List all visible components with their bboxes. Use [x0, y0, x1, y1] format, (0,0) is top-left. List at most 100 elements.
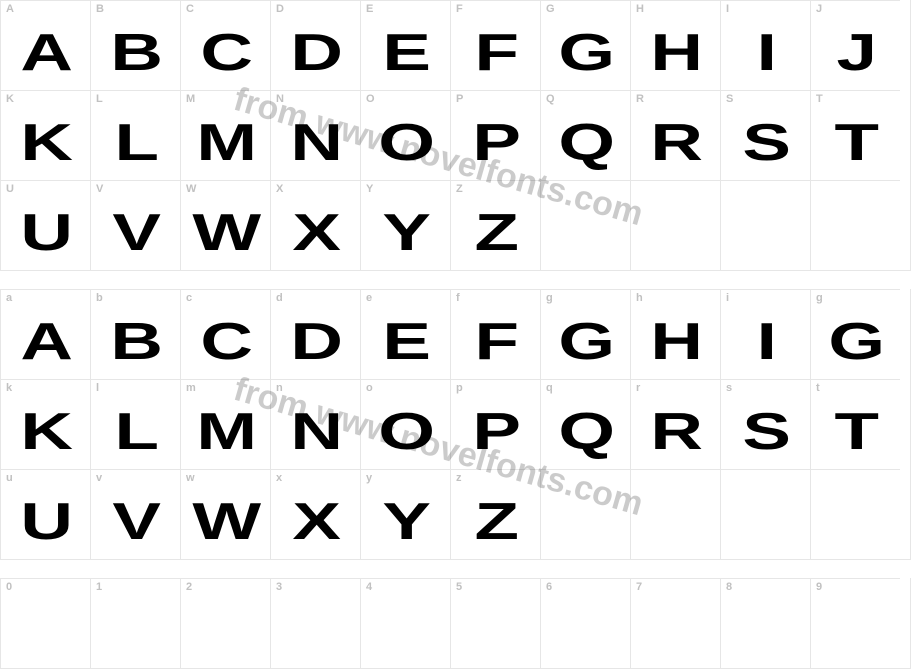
glyph-cell-label: 5 — [456, 581, 462, 593]
glyph-cell-glyph: G — [558, 27, 613, 79]
glyph-cell: MM — [180, 90, 270, 180]
glyph-cell-glyph: N — [290, 406, 341, 458]
glyph-cell: gG — [540, 289, 630, 379]
glyph-cell-label: 0 — [6, 581, 12, 593]
glyph-cell-glyph: L — [114, 406, 157, 458]
glyph-cell-label: T — [816, 93, 823, 105]
glyph-cell-glyph: D — [290, 27, 341, 79]
glyph-cell: 4 — [360, 578, 450, 668]
glyph-cell-label: i — [726, 292, 729, 304]
glyph-cell: ZZ — [450, 180, 540, 270]
glyph-cell-label: 4 — [366, 581, 372, 593]
glyph-cell: KK — [0, 90, 90, 180]
glyph-cell-glyph: U — [20, 496, 71, 548]
glyph-cell: 0 — [0, 578, 90, 668]
glyph-cell-glyph: W — [192, 207, 259, 259]
glyph-cell-label: 8 — [726, 581, 732, 593]
glyph-cell-glyph: F — [474, 316, 517, 368]
glyph-cell-label: M — [186, 93, 195, 105]
glyph-cell-label: Z — [456, 183, 463, 195]
glyph-cell-label: 2 — [186, 581, 192, 593]
glyph-cell-label: J — [816, 3, 822, 15]
glyph-cell-glyph: G — [828, 316, 883, 368]
glyph-cell-label: O — [366, 93, 375, 105]
glyph-cell: mM — [180, 379, 270, 469]
glyph-cell-label: m — [186, 382, 196, 394]
glyph-cell — [540, 469, 630, 559]
glyph-cell-label: 6 — [546, 581, 552, 593]
glyph-cell-label: b — [96, 292, 103, 304]
glyph-grid-section: 0123456789 — [0, 578, 911, 669]
glyph-cell: BB — [90, 0, 180, 90]
glyph-cell-label: 1 — [96, 581, 102, 593]
glyph-cell: FF — [450, 0, 540, 90]
glyph-cell: oO — [360, 379, 450, 469]
glyph-cell: SS — [720, 90, 810, 180]
glyph-cell-glyph: H — [650, 316, 701, 368]
glyph-cell-glyph: S — [742, 117, 789, 169]
glyph-grid-section: aAbBcCdDeEfFgGhHiIgGkKlLmMnNoOpPqQrRsStT… — [0, 289, 911, 560]
glyph-cell: yY — [360, 469, 450, 559]
glyph-cell — [810, 469, 900, 559]
glyph-cell-label: Q — [546, 93, 555, 105]
glyph-cell-label: X — [276, 183, 283, 195]
glyph-cell: 8 — [720, 578, 810, 668]
glyph-cell-glyph: V — [112, 207, 159, 259]
glyph-cell-glyph: M — [196, 406, 255, 458]
glyph-cell: hH — [630, 289, 720, 379]
glyph-cell-glyph: R — [650, 406, 701, 458]
glyph-cell-label: D — [276, 3, 284, 15]
glyph-cell-label: o — [366, 382, 373, 394]
glyph-cell: XX — [270, 180, 360, 270]
glyph-cell-glyph: S — [742, 406, 789, 458]
glyph-cell-label: C — [186, 3, 194, 15]
glyph-cell-glyph: J — [836, 27, 875, 79]
glyph-cell-glyph: C — [200, 27, 251, 79]
glyph-cell-glyph: Y — [382, 496, 429, 548]
glyph-cell: kK — [0, 379, 90, 469]
glyph-cell: qQ — [540, 379, 630, 469]
glyph-cell-glyph: N — [290, 117, 341, 169]
glyph-cell: 5 — [450, 578, 540, 668]
glyph-cell-label: N — [276, 93, 284, 105]
glyph-cell-label: c — [186, 292, 192, 304]
glyph-cell — [540, 180, 630, 270]
glyph-cell: 9 — [810, 578, 900, 668]
glyph-cell-label: u — [6, 472, 13, 484]
glyph-cell-label: G — [546, 3, 555, 15]
glyph-cell-glyph: T — [834, 117, 877, 169]
glyph-cell-glyph: Q — [558, 406, 613, 458]
glyph-cell-label: h — [636, 292, 643, 304]
glyph-cell: vV — [90, 469, 180, 559]
glyph-cell: JJ — [810, 0, 900, 90]
glyph-cell-label: z — [456, 472, 462, 484]
glyph-cell: sS — [720, 379, 810, 469]
glyph-cell-glyph: X — [292, 207, 339, 259]
font-character-map: AABBCCDDEEFFGGHHIIJJKKLLMMNNOOPPQQRRSSTT… — [0, 0, 911, 668]
glyph-cell-glyph: X — [292, 496, 339, 548]
glyph-cell: VV — [90, 180, 180, 270]
glyph-cell: HH — [630, 0, 720, 90]
glyph-cell: DD — [270, 0, 360, 90]
glyph-cell: 1 — [90, 578, 180, 668]
glyph-cell-glyph: B — [110, 316, 161, 368]
glyph-cell-glyph: K — [20, 406, 71, 458]
glyph-cell: AA — [0, 0, 90, 90]
glyph-cell: 7 — [630, 578, 720, 668]
glyph-cell: UU — [0, 180, 90, 270]
glyph-cell-glyph: B — [110, 27, 161, 79]
glyph-cell-label: g — [816, 292, 823, 304]
glyph-cell — [810, 180, 900, 270]
glyph-cell: OO — [360, 90, 450, 180]
glyph-cell-label: n — [276, 382, 283, 394]
glyph-cell: lL — [90, 379, 180, 469]
glyph-cell-label: K — [6, 93, 14, 105]
glyph-cell: RR — [630, 90, 720, 180]
glyph-cell-glyph: O — [378, 406, 433, 458]
glyph-cell: wW — [180, 469, 270, 559]
glyph-cell: bB — [90, 289, 180, 379]
glyph-cell-glyph: G — [558, 316, 613, 368]
glyph-cell-glyph: A — [20, 316, 71, 368]
glyph-cell-glyph: C — [200, 316, 251, 368]
glyph-cell-glyph: O — [378, 117, 433, 169]
